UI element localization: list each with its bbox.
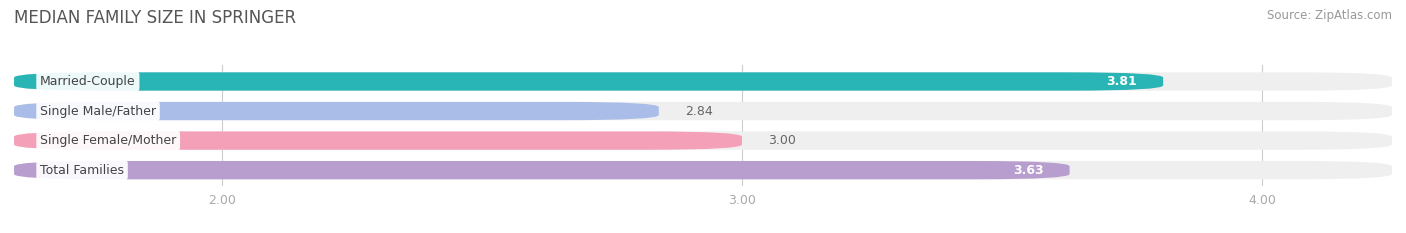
Text: 3.63: 3.63 <box>1012 164 1043 177</box>
Text: Single Male/Father: Single Male/Father <box>39 105 156 117</box>
FancyBboxPatch shape <box>14 72 1163 91</box>
FancyBboxPatch shape <box>14 131 1392 150</box>
FancyBboxPatch shape <box>14 161 1070 179</box>
FancyBboxPatch shape <box>14 72 1392 91</box>
Text: 2.84: 2.84 <box>685 105 713 117</box>
Text: Married-Couple: Married-Couple <box>39 75 136 88</box>
FancyBboxPatch shape <box>14 102 1392 120</box>
FancyBboxPatch shape <box>14 102 659 120</box>
Text: Single Female/Mother: Single Female/Mother <box>39 134 176 147</box>
Text: Source: ZipAtlas.com: Source: ZipAtlas.com <box>1267 9 1392 22</box>
Text: Total Families: Total Families <box>39 164 124 177</box>
FancyBboxPatch shape <box>14 131 742 150</box>
Text: MEDIAN FAMILY SIZE IN SPRINGER: MEDIAN FAMILY SIZE IN SPRINGER <box>14 9 297 27</box>
Text: 3.00: 3.00 <box>768 134 796 147</box>
Text: 3.81: 3.81 <box>1107 75 1137 88</box>
FancyBboxPatch shape <box>14 161 1392 179</box>
